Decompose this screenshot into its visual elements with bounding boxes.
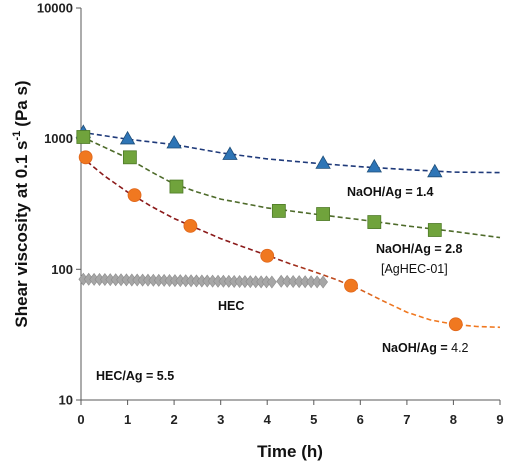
x-axis-title: Time (h) — [257, 442, 323, 461]
x-tick-label: 0 — [77, 412, 84, 427]
x-tick-group: 0 1 2 3 4 5 6 7 8 9 — [77, 400, 504, 427]
x-tick-label: 1 — [124, 412, 131, 427]
trend-line-square — [80, 135, 501, 239]
trend-line-triangle — [80, 131, 501, 174]
label-naoh-1-4: NaOH/Ag = 1.4 — [347, 185, 434, 199]
data-point-square — [316, 207, 330, 221]
label-hec: HEC — [218, 299, 244, 313]
data-point-circle — [344, 278, 358, 293]
data-point-triangle — [166, 134, 182, 149]
x-tick-label: 5 — [310, 412, 317, 427]
data-point-diamond — [318, 275, 328, 289]
y-axis-title: Shear viscosity at 0.1 s-1 (Pa s) — [11, 80, 31, 327]
data-point-square — [271, 204, 286, 218]
data-point-circle — [260, 248, 275, 263]
data-point-square — [427, 223, 442, 237]
data-point-triangle — [119, 130, 136, 145]
y-tick-label: 10 — [59, 393, 73, 408]
data-point-triangle — [315, 155, 331, 169]
data-point-triangle — [222, 146, 238, 160]
y-tick-label: 100 — [51, 262, 73, 277]
y-axis-title-superscript: -1 — [11, 131, 23, 141]
y-tick-label: 1000 — [44, 131, 73, 146]
x-tick-label: 9 — [496, 412, 503, 427]
data-point-square — [122, 150, 137, 165]
data-point-square — [76, 130, 91, 144]
data-point-diamond — [267, 275, 277, 289]
data-point-square — [367, 215, 382, 229]
data-point-circle — [78, 150, 93, 165]
data-point-circle — [127, 188, 142, 202]
x-tick-label: 2 — [170, 412, 177, 427]
y-axis-title-unit: (Pa s) — [12, 80, 31, 126]
x-tick-label: 6 — [357, 412, 364, 427]
data-point-circle — [448, 317, 463, 332]
data-point-circle — [183, 218, 198, 233]
x-tick-label: 4 — [264, 412, 272, 427]
trend-line-circle — [80, 155, 501, 329]
label-naoh-2-8: NaOH/Ag = 2.8 — [376, 242, 463, 256]
data-point-square — [169, 179, 184, 194]
label-naoh-4-2: NaOH/Ag = 4.2 — [382, 341, 469, 355]
label-hec-ag-5-5: HEC/Ag = 5.5 — [96, 369, 174, 383]
marker-group — [75, 124, 463, 332]
x-tick-label: 7 — [403, 412, 410, 427]
data-point-triangle — [427, 163, 443, 178]
hec-series — [78, 272, 328, 289]
label-naoh-4-2-prefix: NaOH/Ag = — [382, 341, 451, 355]
y-tick-group: 10 100 1000 10000 — [37, 1, 81, 408]
y-tick-label: 10000 — [37, 1, 73, 16]
y-axis-title-main: Shear viscosity at 0.1 s — [12, 140, 31, 327]
x-tick-label: 8 — [450, 412, 457, 427]
data-point-triangle — [366, 158, 382, 173]
label-naoh-4-2-value: 4.2 — [451, 341, 468, 355]
x-tick-label: 3 — [217, 412, 224, 427]
label-aghec-01: [AgHEC-01] — [381, 262, 448, 276]
